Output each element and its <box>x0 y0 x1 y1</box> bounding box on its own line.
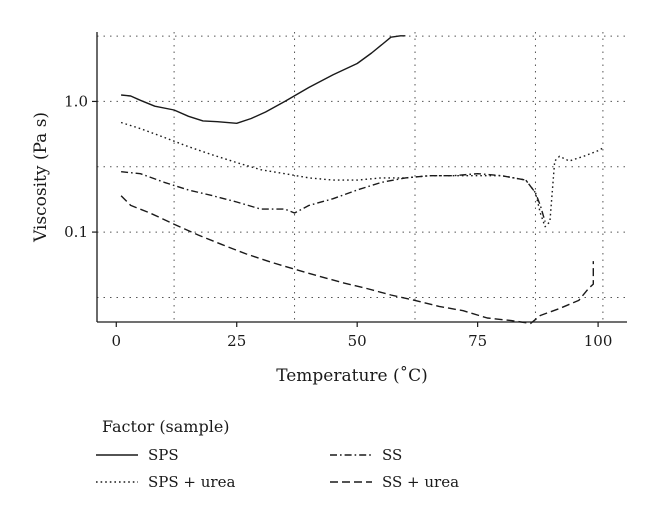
legend: Factor (sample) SPS SPS + urea SS SS + urea <box>96 417 459 491</box>
series-line-sps <box>121 35 406 124</box>
series-lines <box>120 35 604 325</box>
y-tick-label-1: 0.1 <box>64 223 88 241</box>
x-tick-label-4: 100 <box>584 332 613 350</box>
legend-label-sps: SPS <box>148 446 179 464</box>
x-tick-label-1: 25 <box>227 332 246 350</box>
x-tick-label-3: 75 <box>468 332 487 350</box>
series-line-sps-urea <box>120 121 604 228</box>
series-line-ss <box>121 171 546 222</box>
y-axis-ticks: 1.0 0.1 <box>64 92 97 241</box>
x-axis-ticks: 0 25 50 75 100 <box>111 322 612 350</box>
x-axis-label: Temperature (˚C) <box>276 366 428 386</box>
legend-label-sps-urea: SPS + urea <box>148 473 235 491</box>
y-axis-label: Viscosity (Pa s) <box>31 112 51 243</box>
series-line-ss-urea <box>120 195 594 325</box>
y-tick-label-0: 1.0 <box>64 92 88 110</box>
axes <box>96 32 627 323</box>
x-tick-label-2: 50 <box>348 332 367 350</box>
x-tick-label-0: 0 <box>111 332 121 350</box>
legend-title: Factor (sample) <box>102 417 230 436</box>
grid <box>97 32 627 322</box>
legend-label-ss-urea: SS + urea <box>382 473 459 491</box>
legend-label-ss: SS <box>382 446 402 464</box>
